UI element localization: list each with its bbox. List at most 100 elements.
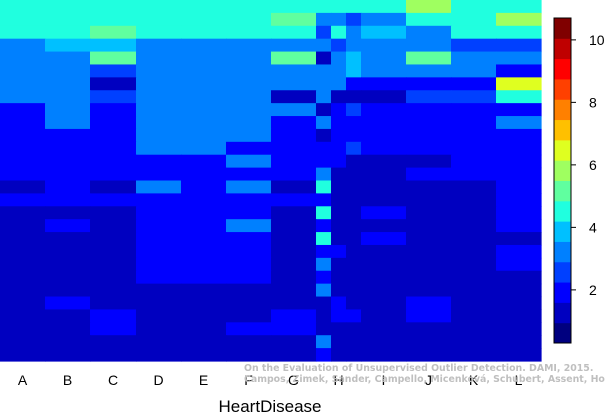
heatmap-cell xyxy=(361,90,407,104)
heatmap-cell xyxy=(226,90,272,104)
heatmap-cell xyxy=(361,296,407,311)
heatmap-cell xyxy=(181,77,227,91)
heatmap-cell xyxy=(136,232,182,246)
heatmap-cell xyxy=(316,283,332,298)
heatmap-cell xyxy=(406,270,452,285)
x-tick-label: L xyxy=(515,372,523,388)
heatmap-cell xyxy=(496,25,542,40)
heatmap-cell xyxy=(361,283,407,298)
heatmap-cell xyxy=(90,335,137,349)
heatmap-cell xyxy=(90,12,137,27)
heatmap-cell xyxy=(316,309,332,323)
heatmap-cell xyxy=(45,257,91,272)
heatmap-cell xyxy=(271,103,317,117)
heatmap-cell xyxy=(331,219,347,233)
heatmap-cell xyxy=(316,335,332,349)
heatmap-cell xyxy=(316,322,332,336)
heatmap-cell xyxy=(45,103,91,117)
heatmap-cell xyxy=(331,348,347,362)
heatmap-cell xyxy=(181,141,227,156)
heatmap-cell xyxy=(331,296,347,311)
heatmap-cell xyxy=(406,38,452,53)
heatmap-cell xyxy=(90,154,137,169)
x-tick-label: K xyxy=(469,372,479,388)
credit-line-1: On the Evaluation of Unsupervised Outlie… xyxy=(244,363,593,374)
heatmap-cell xyxy=(90,232,137,246)
heatmap-cell xyxy=(181,296,227,311)
heatmap-cell xyxy=(90,116,137,130)
heatmap-cell xyxy=(181,116,227,130)
heatmap-cell xyxy=(361,25,407,40)
heatmap-cell xyxy=(451,335,497,349)
heatmap-cell xyxy=(331,0,347,14)
heatmap-cell xyxy=(346,51,362,66)
heatmap-cell xyxy=(361,219,407,233)
heatmap-cell xyxy=(136,0,182,14)
heatmap-cell xyxy=(136,77,182,91)
credit-line-2: Campos, Zimek, Sander, Campello, Micenko… xyxy=(244,374,605,385)
heatmap-cell xyxy=(45,51,91,66)
heatmap-cell xyxy=(181,12,227,27)
heatmap-cell xyxy=(226,77,272,91)
x-axis-label: HeartDisease xyxy=(219,397,322,413)
heatmap-cell xyxy=(226,335,272,349)
heatmap-cell xyxy=(406,128,452,143)
heatmap-cell xyxy=(346,335,362,349)
heatmap-cell xyxy=(496,180,542,194)
x-tick-label: G xyxy=(288,372,299,388)
heatmap-cell xyxy=(451,128,497,143)
heatmap-cell xyxy=(181,232,227,246)
heatmap-cell xyxy=(496,322,542,336)
heatmap-cell xyxy=(45,12,91,27)
heatmap-cell xyxy=(346,25,362,40)
heatmap-cell xyxy=(45,25,91,40)
heatmap-cell xyxy=(0,141,46,156)
heatmap-cell xyxy=(361,103,407,117)
heatmap-cell xyxy=(496,283,542,298)
heatmap-cell xyxy=(496,141,542,156)
heatmap-cell xyxy=(496,296,542,311)
heatmap-cell xyxy=(0,103,46,117)
heatmap-cell xyxy=(45,283,91,298)
heatmap-cell xyxy=(181,335,227,349)
heatmap-cell xyxy=(226,103,272,117)
colorbar-segment xyxy=(554,119,571,141)
heatmap-cell xyxy=(346,64,362,78)
heatmap-cell xyxy=(331,12,347,27)
heatmap-cell xyxy=(406,25,452,40)
heatmap-cell xyxy=(406,348,452,362)
heatmap-cell xyxy=(346,270,362,285)
heatmap-cell xyxy=(90,244,137,259)
heatmap-cell xyxy=(90,309,137,323)
heatmap-cell xyxy=(451,257,497,272)
heatmap-cell xyxy=(45,206,91,220)
colorbar-segment xyxy=(554,180,571,202)
heatmap-cell xyxy=(451,309,497,323)
heatmap-cell xyxy=(0,116,46,130)
heatmap-cell xyxy=(136,348,182,362)
heatmap-cell xyxy=(136,116,182,130)
heatmap-cell xyxy=(346,128,362,143)
heatmap-cell xyxy=(346,232,362,246)
heatmap-cell xyxy=(271,128,317,143)
heatmap-cell xyxy=(361,116,407,130)
heatmap-cell xyxy=(90,219,137,233)
heatmap-cell xyxy=(331,193,347,207)
heatmap-cell xyxy=(496,335,542,349)
heatmap-cell xyxy=(226,219,272,233)
heatmap-cell xyxy=(136,309,182,323)
heatmap-cell xyxy=(331,77,347,91)
heatmap-cell xyxy=(181,206,227,220)
heatmap-cell xyxy=(331,141,347,156)
heatmap-cell xyxy=(316,232,332,246)
x-tick-label: F xyxy=(244,372,253,388)
heatmap-cell xyxy=(90,103,137,117)
heatmap-cell xyxy=(45,90,91,104)
heatmap-cell xyxy=(496,77,542,91)
colorbar-tick-label: 10 xyxy=(589,32,605,48)
heatmap-cell xyxy=(45,335,91,349)
heatmap-cell xyxy=(361,51,407,66)
heatmap-cell xyxy=(496,206,542,220)
x-tick-label: E xyxy=(199,372,208,388)
heatmap-cell xyxy=(0,232,46,246)
